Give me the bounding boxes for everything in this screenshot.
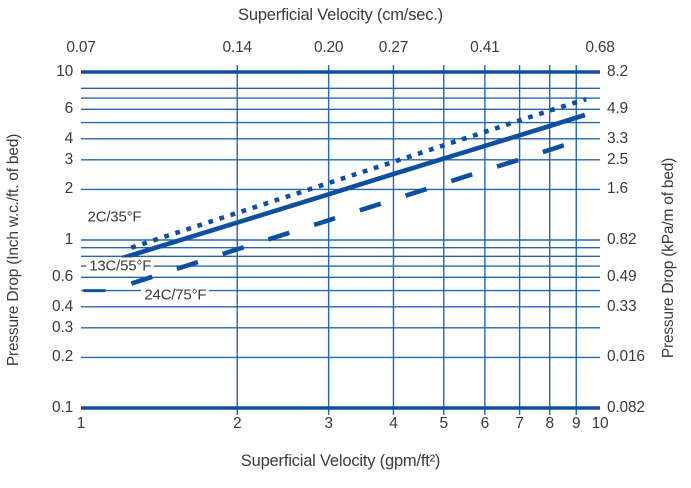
top-axis-title: Superficial Velocity (cm/sec.)	[238, 6, 443, 24]
left-axis-title: Pressure Drop (Inch w.c./ft. of bed)	[5, 133, 22, 367]
curve-24c-75-f	[130, 136, 585, 286]
curve-13c-55-f	[121, 112, 586, 261]
curve-2c-35-f	[130, 96, 587, 250]
right-axis-title: Pressure Drop (kPa/m of bed)	[660, 157, 677, 359]
bottom-axis-title: Superficial Velocity (gpm/ft²)	[240, 452, 441, 470]
